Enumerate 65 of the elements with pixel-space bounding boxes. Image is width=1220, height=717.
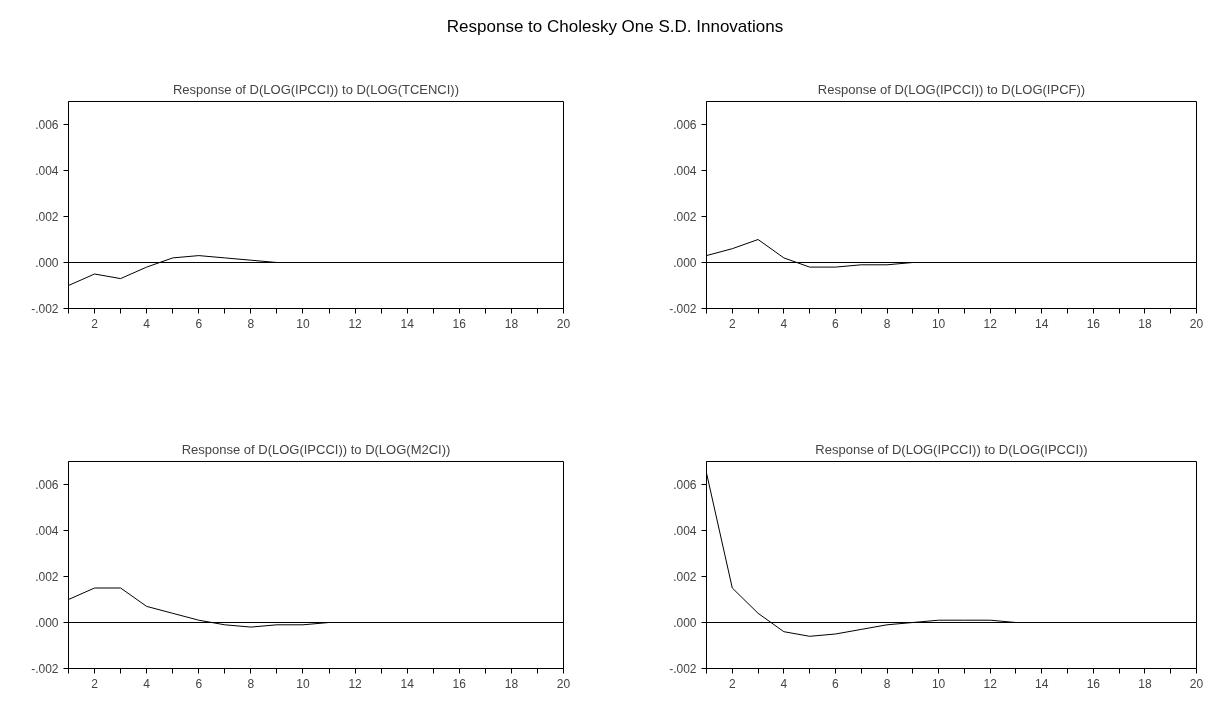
y-tick-label: .002: [673, 570, 697, 584]
x-tick-label: 6: [832, 316, 840, 331]
x-tick-label: 8: [247, 676, 255, 691]
x-tick-label: 20: [1189, 316, 1204, 331]
x-tick-label: 8: [247, 316, 255, 331]
x-tick-label: 6: [195, 316, 203, 331]
x-tick-label: 12: [348, 676, 363, 691]
x-tick-label: 10: [931, 676, 946, 691]
y-tick-label: .006: [35, 478, 59, 492]
x-tick-label: 4: [780, 316, 788, 331]
x-tick-label: 14: [400, 676, 415, 691]
x-tick-label: 4: [143, 316, 151, 331]
x-tick-label: 20: [1189, 676, 1204, 691]
x-tick-label: 4: [143, 676, 151, 691]
x-tick-label: 2: [728, 676, 736, 691]
y-tick-label: .002: [35, 570, 59, 584]
x-tick-label: 10: [296, 676, 310, 691]
y-tick-label: -.002: [31, 662, 59, 676]
x-tick-label: 14: [1035, 676, 1049, 691]
x-tick-label: 12: [983, 676, 998, 691]
y-tick-label: .000: [35, 616, 59, 630]
x-tick-label: 16: [452, 676, 467, 691]
x-tick-label: 2: [91, 316, 99, 331]
x-tick-label: 20: [556, 316, 571, 331]
y-tick-label: .004: [673, 164, 697, 178]
y-tick-label: .002: [35, 210, 59, 224]
x-tick-label: 12: [983, 316, 998, 331]
y-tick-label: .006: [35, 118, 59, 132]
x-tick-label: 20: [556, 676, 571, 691]
x-tick-label: 2: [91, 676, 99, 691]
x-tick-label: 18: [504, 316, 519, 331]
chart-title: Response of D(LOG(IPCCI)) to D(LOG(IPCF)): [817, 81, 1086, 97]
x-tick-label: 8: [883, 676, 891, 691]
x-tick-label: 18: [504, 676, 519, 691]
y-tick-label: .006: [673, 478, 697, 492]
x-tick-label: 18: [1138, 676, 1152, 691]
y-tick-label: .000: [673, 616, 697, 630]
y-tick-label: .004: [35, 164, 59, 178]
x-tick-label: 18: [1138, 316, 1152, 331]
chart-title: Response of D(LOG(IPCCI)) to D(LOG(TCENCI)): [172, 81, 460, 97]
x-tick-label: 16: [1086, 316, 1101, 331]
y-tick-label: .004: [673, 524, 697, 538]
x-tick-label: 12: [348, 316, 363, 331]
x-tick-label: 10: [296, 316, 310, 331]
y-tick-label: .002: [673, 210, 697, 224]
y-tick-label: -.002: [31, 302, 59, 316]
x-tick-label: 14: [1035, 316, 1049, 331]
x-tick-label: 16: [452, 316, 467, 331]
x-tick-label: 6: [195, 676, 203, 691]
x-tick-label: 2: [728, 316, 736, 331]
y-tick-label: .000: [673, 256, 697, 270]
x-tick-label: 6: [832, 676, 840, 691]
y-tick-label: .000: [35, 256, 59, 270]
y-tick-label: .004: [35, 524, 59, 538]
y-tick-label: -.002: [669, 662, 697, 676]
chart-title: Response of D(LOG(IPCCI)) to D(LOG(IPCCI)): [815, 441, 1088, 457]
x-tick-label: 4: [780, 676, 788, 691]
y-tick-label: -.002: [669, 302, 697, 316]
text: Response to Cholesky One S.D. Innovations: [446, 16, 784, 38]
x-tick-label: 14: [400, 316, 415, 331]
x-tick-label: 16: [1086, 676, 1101, 691]
y-tick-label: .006: [673, 118, 697, 132]
x-tick-label: 8: [883, 316, 891, 331]
chart-title: Response of D(LOG(IPCCI)) to D(LOG(M2CI)): [181, 441, 451, 457]
x-tick-label: 10: [931, 316, 946, 331]
